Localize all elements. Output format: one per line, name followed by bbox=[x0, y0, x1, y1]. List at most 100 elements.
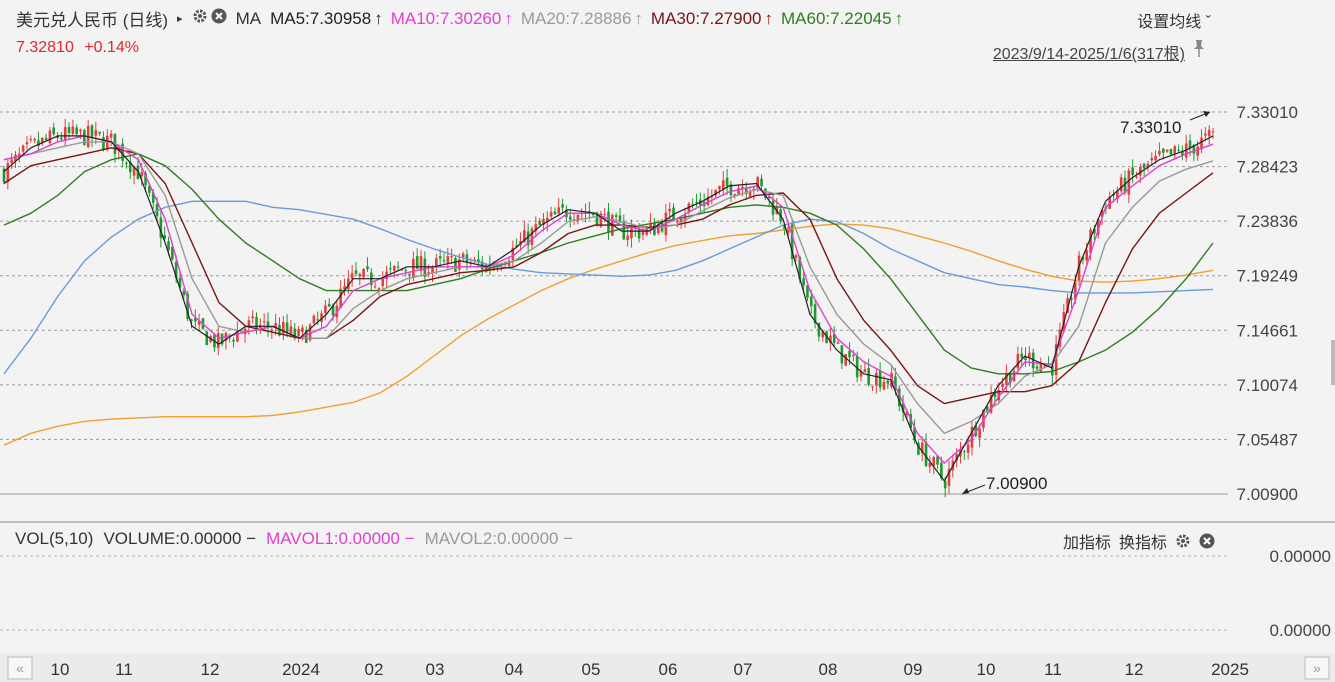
candle-body bbox=[193, 318, 197, 322]
candle-body bbox=[251, 316, 254, 319]
y-tick-label: 7.14661 bbox=[1237, 321, 1298, 340]
candle-body bbox=[630, 228, 633, 239]
candle-body bbox=[829, 335, 832, 343]
candle-body bbox=[901, 402, 905, 413]
candle-body bbox=[415, 255, 419, 269]
candle-body bbox=[377, 288, 381, 290]
ma-settings-button[interactable]: 设置均线 ˇ bbox=[1137, 14, 1211, 31]
candle-body bbox=[216, 333, 220, 349]
candle-body bbox=[1054, 344, 1058, 376]
candle-body bbox=[920, 442, 924, 454]
candle-body bbox=[404, 270, 408, 272]
candle-body bbox=[679, 218, 683, 223]
candle-body bbox=[324, 305, 327, 313]
candle-body bbox=[190, 319, 193, 321]
candle-body bbox=[304, 330, 308, 343]
candle-body bbox=[721, 180, 725, 190]
candle-body bbox=[331, 305, 335, 316]
candle-body bbox=[400, 269, 404, 271]
x-tick-label: 05 bbox=[582, 660, 601, 679]
switch-indicator-button[interactable]: 换指标 bbox=[1118, 535, 1167, 552]
candle-body bbox=[270, 329, 274, 331]
candle-body bbox=[553, 211, 557, 215]
x-tick-label: 11 bbox=[115, 660, 133, 679]
candle-body bbox=[392, 265, 396, 271]
candle-body bbox=[29, 139, 33, 141]
candle-body bbox=[1035, 366, 1039, 369]
candle-body bbox=[10, 159, 13, 163]
mavol1-value: MAVOL1:0.00000 − bbox=[266, 529, 415, 548]
candle-body bbox=[1158, 150, 1161, 155]
candle-body bbox=[1073, 282, 1077, 300]
candle-body bbox=[966, 444, 970, 453]
candle-body bbox=[266, 321, 270, 328]
candle-body bbox=[457, 259, 461, 270]
candle-body bbox=[144, 173, 147, 186]
candle-body bbox=[148, 185, 151, 193]
candle-body bbox=[794, 255, 798, 258]
candle-body bbox=[1196, 146, 1199, 156]
volume-legend-row: VOL(5,10) VOLUME:0.00000 − MAVOL1:0.0000… bbox=[15, 529, 583, 549]
x-tick-label: 07 bbox=[734, 660, 753, 679]
candle-body bbox=[932, 457, 936, 467]
ma-indicator-label: MA bbox=[235, 8, 262, 28]
candle-body bbox=[281, 322, 285, 334]
expand-arrow-icon[interactable]: ▸ bbox=[177, 13, 183, 25]
moving-average-lines bbox=[3, 135, 1214, 482]
add-indicator-button[interactable]: 加指标 bbox=[1062, 535, 1111, 552]
gear-icon[interactable] bbox=[1175, 533, 1191, 549]
candle-body bbox=[438, 256, 442, 259]
right-edge-scrollbar[interactable] bbox=[1331, 340, 1335, 385]
candle-body bbox=[1085, 250, 1089, 261]
candle-body bbox=[109, 133, 113, 138]
candle-body bbox=[381, 278, 385, 287]
candle-body bbox=[1150, 158, 1154, 161]
candle-body bbox=[1139, 167, 1142, 176]
candle-body bbox=[1093, 228, 1096, 234]
pin-icon[interactable] bbox=[1191, 38, 1207, 58]
candle-body bbox=[1100, 209, 1104, 218]
candle-body bbox=[710, 196, 714, 198]
candle-body bbox=[928, 462, 932, 467]
candle-body bbox=[412, 258, 415, 279]
candle-body bbox=[1207, 129, 1211, 137]
date-range[interactable]: 2023/9/14-2025/1/6(317根) bbox=[992, 46, 1185, 63]
candle-body bbox=[128, 161, 132, 173]
gear-icon[interactable] bbox=[192, 8, 208, 29]
ma10-line bbox=[3, 135, 1214, 464]
candle-body bbox=[98, 131, 101, 134]
candle-body bbox=[526, 231, 530, 246]
candle-body bbox=[748, 191, 752, 197]
scroll-left-button[interactable]: « bbox=[7, 656, 33, 680]
candle-body bbox=[538, 220, 541, 225]
candle-body bbox=[989, 395, 993, 413]
candle-body bbox=[576, 214, 580, 221]
vol-indicator-label: VOL(5,10) bbox=[15, 529, 94, 548]
candle-body bbox=[320, 313, 323, 322]
candle-body bbox=[1200, 137, 1203, 150]
candle-body bbox=[174, 261, 178, 279]
candle-body bbox=[875, 372, 878, 386]
candle-body bbox=[461, 253, 465, 258]
candle-body bbox=[220, 333, 224, 345]
candle-body bbox=[852, 355, 855, 357]
candle-body bbox=[484, 264, 488, 272]
scroll-right-button[interactable]: » bbox=[1304, 656, 1330, 680]
candle-body bbox=[523, 230, 526, 243]
x-tick-label: 12 bbox=[1125, 660, 1144, 679]
ma10-arrow: ↑ bbox=[504, 8, 513, 28]
candle-body bbox=[125, 162, 128, 164]
svg-text:»: » bbox=[1313, 660, 1321, 676]
x-tick-label: 10 bbox=[51, 660, 70, 679]
close-icon[interactable] bbox=[211, 8, 227, 29]
candle-body bbox=[890, 373, 893, 388]
candle-body bbox=[855, 356, 859, 378]
close-icon[interactable] bbox=[1199, 533, 1215, 549]
candle-body bbox=[656, 223, 660, 234]
candle-body bbox=[1123, 177, 1127, 193]
y-tick-label: 7.23836 bbox=[1237, 212, 1298, 231]
candle-body bbox=[1177, 149, 1180, 151]
candle-body bbox=[1173, 146, 1177, 155]
candle-body bbox=[60, 137, 63, 140]
candle-body bbox=[867, 368, 870, 385]
